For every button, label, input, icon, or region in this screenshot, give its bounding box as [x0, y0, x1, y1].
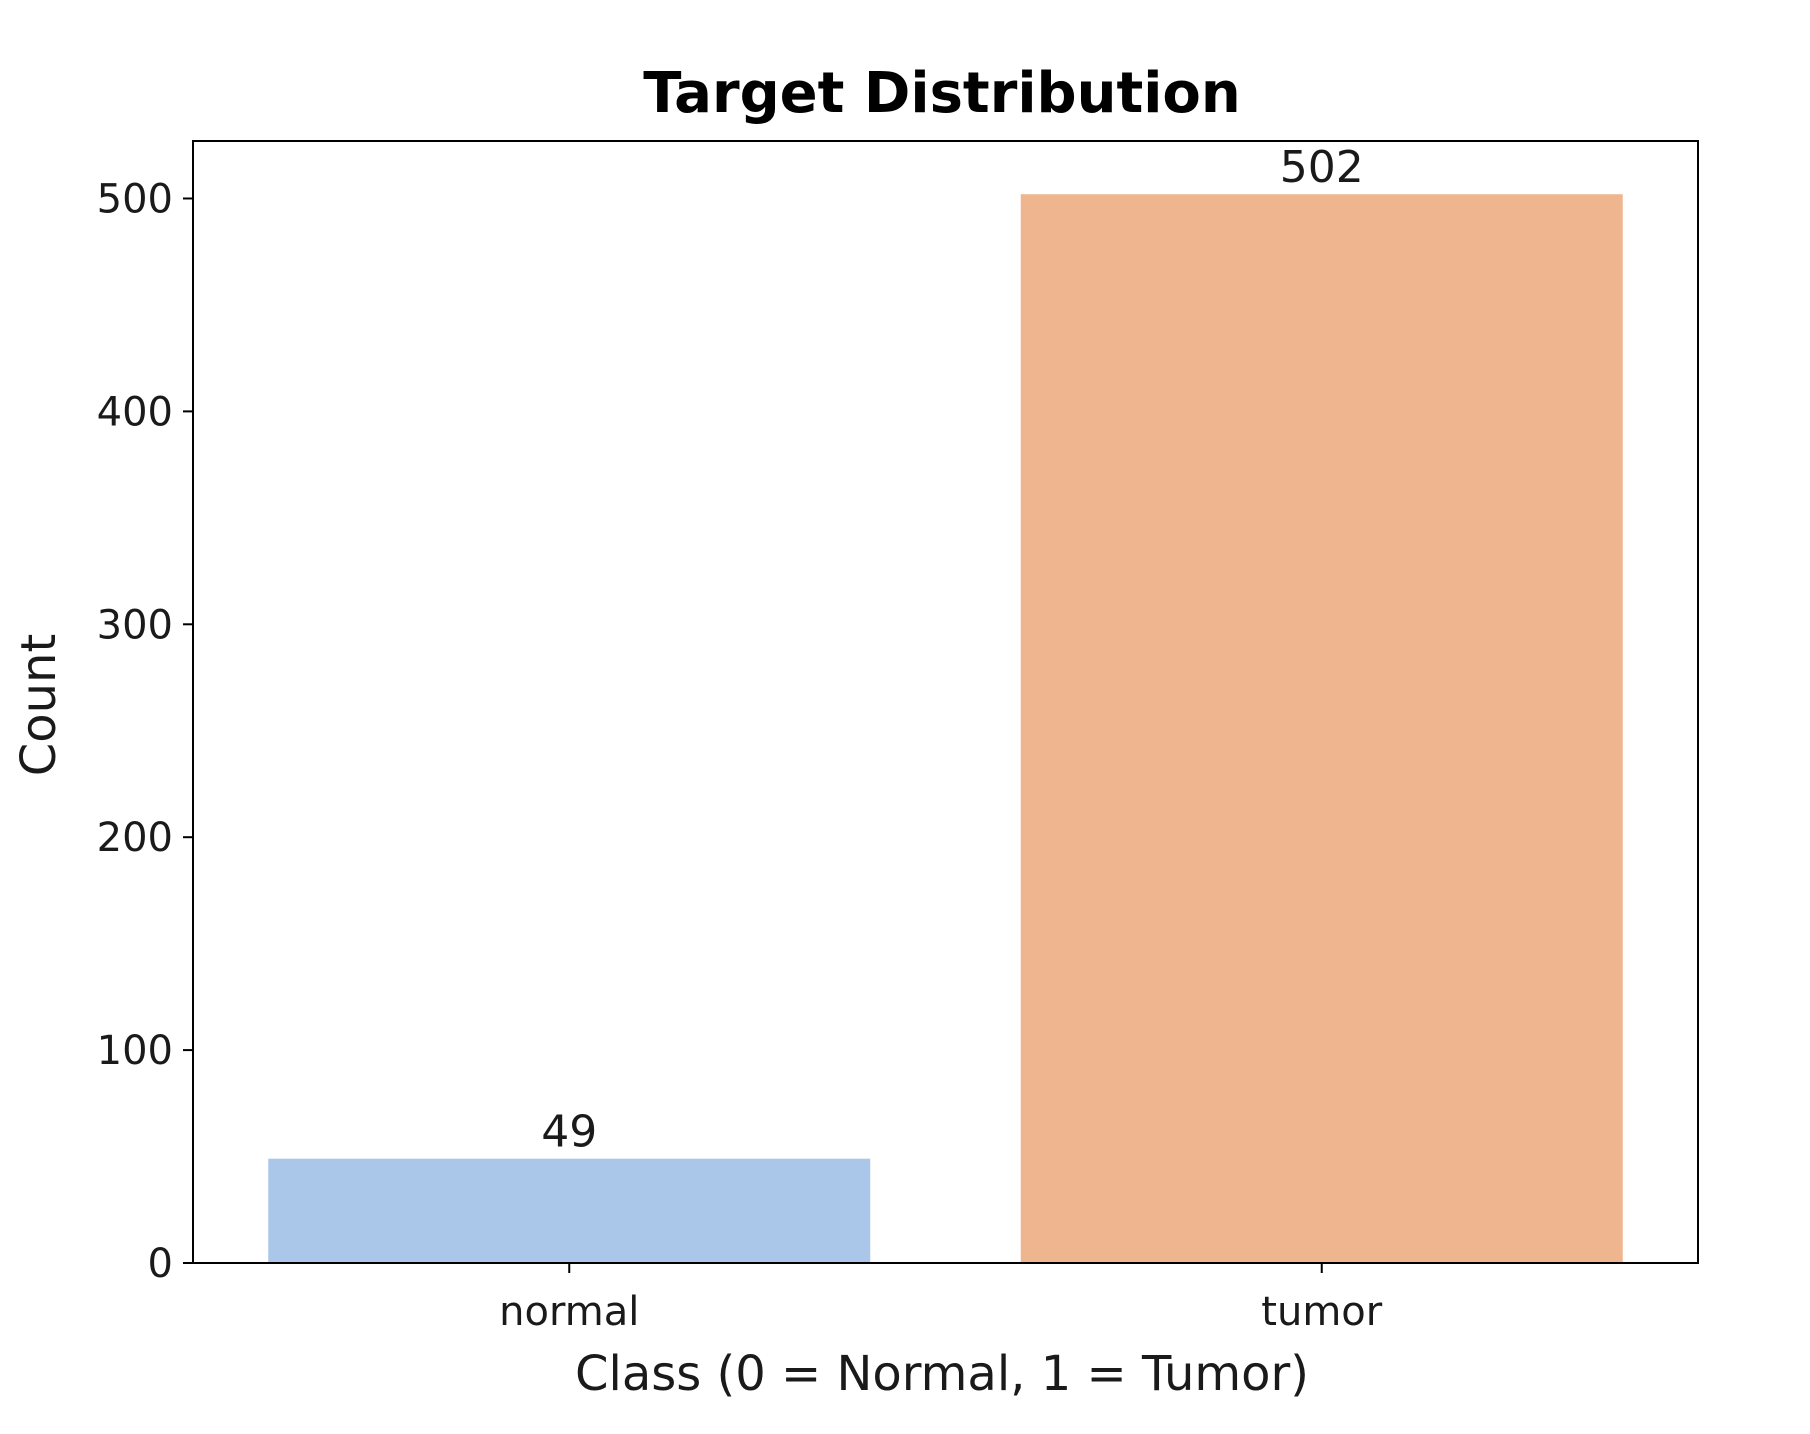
y-tick-label-300: 300: [97, 602, 173, 648]
x-axis-label: Class (0 = Normal, 1 = Tumor): [575, 1346, 1309, 1402]
data-label-normal: 49: [541, 1107, 597, 1158]
plot-area: 49 normal 502 tumor 0 100 200 300 400 500: [97, 140, 1699, 1335]
y-tick-label-0: 0: [148, 1241, 173, 1287]
y-tick-label-400: 400: [97, 389, 173, 435]
bar-tumor: [1020, 194, 1623, 1263]
x-tick-label-tumor: tumor: [1261, 1289, 1382, 1335]
y-axis-label: Count: [11, 634, 67, 777]
chart-title: Target Distribution: [643, 61, 1241, 126]
plot-frame: [192, 140, 1699, 1264]
x-tick-label-normal: normal: [499, 1289, 639, 1335]
y-tick-label-200: 200: [97, 815, 173, 861]
data-label-tumor: 502: [1280, 142, 1364, 193]
bar-normal: [268, 1158, 871, 1263]
y-tick-label-100: 100: [97, 1028, 173, 1074]
y-tick-label-500: 500: [97, 176, 173, 222]
